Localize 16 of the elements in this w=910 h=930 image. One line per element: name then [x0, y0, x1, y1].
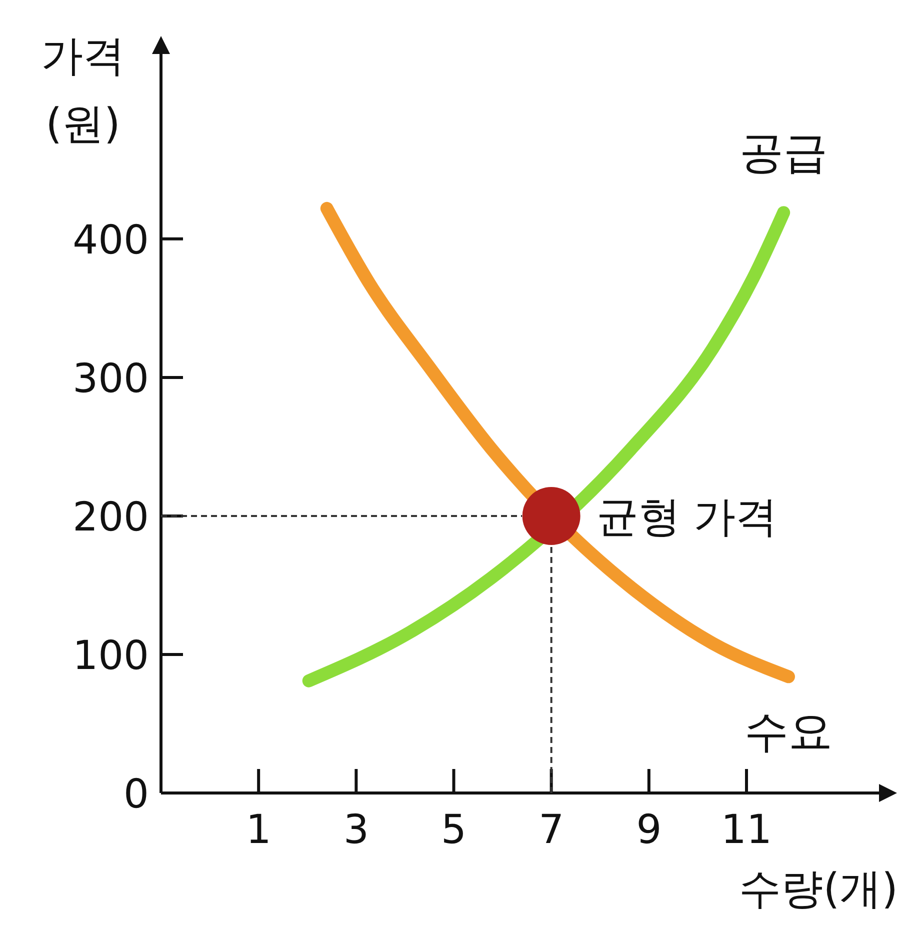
y-tick-label: 200 [72, 494, 149, 540]
y-tick-label: 400 [72, 217, 149, 264]
y-tick-label: 0 [124, 771, 149, 818]
y-tick-label: 300 [72, 356, 149, 402]
x-tick-label: 11 [721, 807, 772, 853]
x-tick-label: 9 [636, 807, 662, 853]
series-label: 공급 [740, 128, 828, 179]
x-tick-label: 7 [538, 807, 564, 853]
x-tick-label: 1 [246, 807, 272, 853]
x-axis-title: 수량(개) [739, 864, 898, 913]
x-tick-label: 5 [441, 807, 466, 853]
y-tick-label: 100 [72, 632, 149, 679]
x-tick-label: 3 [343, 807, 369, 853]
annotation: 균형 가격 [596, 492, 778, 542]
y-axis-title: 가격 (원) [41, 31, 125, 148]
series-label: 수요 [744, 706, 832, 758]
